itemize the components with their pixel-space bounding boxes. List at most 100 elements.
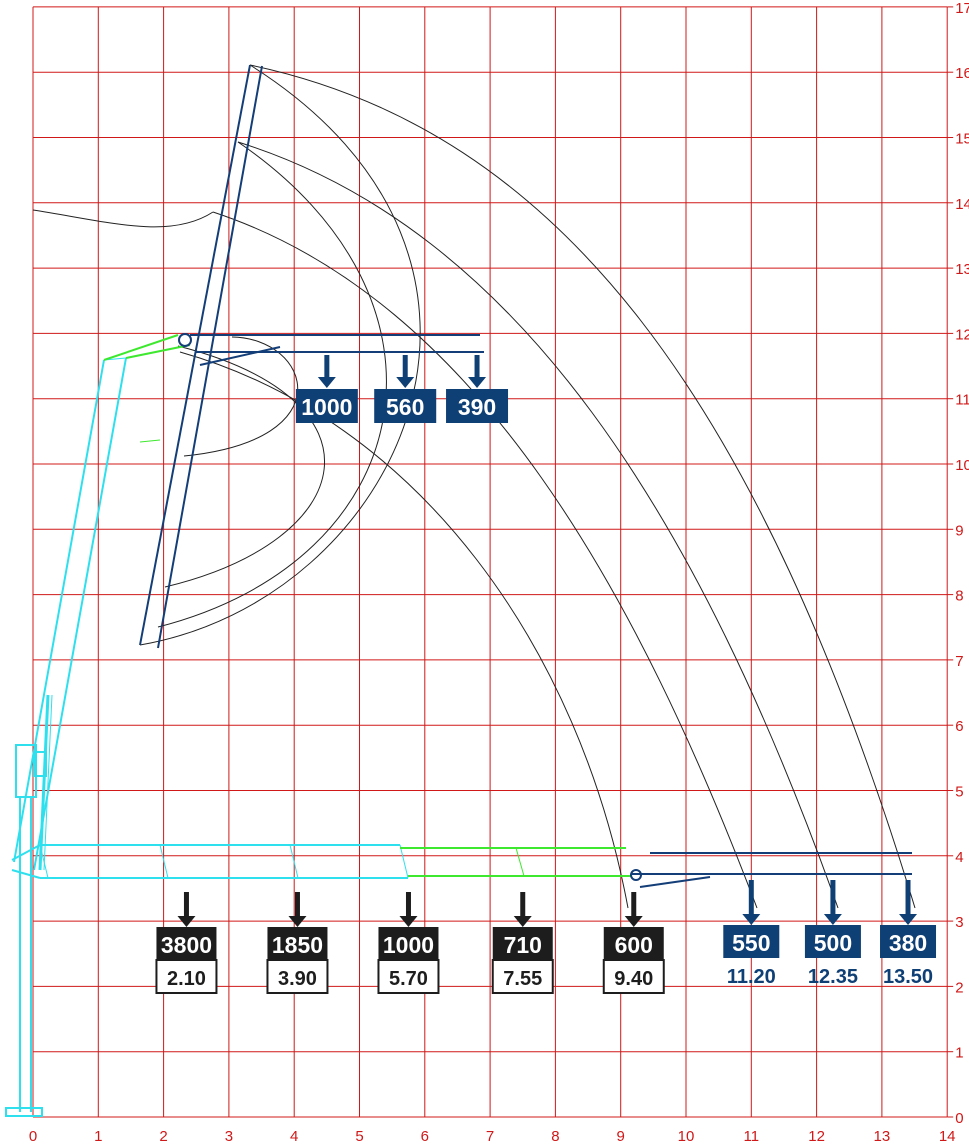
reach-value: 3.90 xyxy=(278,968,317,990)
y-tick-label: 7 xyxy=(955,653,963,670)
reach-arcs xyxy=(32,64,916,909)
crane-base xyxy=(5,1107,43,1117)
jib-load-value: 380 xyxy=(889,930,927,956)
jib-load-arrow-head xyxy=(899,914,918,925)
load-arrow-head xyxy=(399,916,418,927)
x-tick-label: 12 xyxy=(808,1128,825,1145)
x-tick-label: 13 xyxy=(874,1128,891,1145)
y-tick-label: 12 xyxy=(955,326,969,343)
raised-load-arrow-head xyxy=(317,377,336,388)
jib-load-arrow-head xyxy=(742,914,761,925)
y-tick-label: 17 xyxy=(955,0,969,17)
reach-value: 7.55 xyxy=(503,968,542,990)
load-arrow-head xyxy=(288,916,307,927)
load-value: 710 xyxy=(504,932,542,958)
reach-value: 2.10 xyxy=(167,968,206,990)
lift-cylinder xyxy=(38,694,50,871)
load-box xyxy=(267,927,328,960)
load-value: 3800 xyxy=(161,932,212,958)
jib-cylinder xyxy=(639,876,711,888)
jib-load-value: 550 xyxy=(732,930,770,956)
reach-arc xyxy=(139,64,421,646)
y-tick-label: 11 xyxy=(955,392,969,409)
upper-jib-pivot xyxy=(178,333,192,347)
y-tick-label: 0 xyxy=(955,1110,963,1127)
raised-load-arrow-head xyxy=(396,377,415,388)
boom-root xyxy=(11,844,41,861)
y-tick-label: 2 xyxy=(955,979,963,996)
raised-boom-right xyxy=(33,357,127,871)
raised-jib-right xyxy=(157,65,263,649)
boom-joint xyxy=(39,844,49,879)
reach-value: 5.70 xyxy=(389,968,428,990)
reach-value: 9.40 xyxy=(614,968,653,990)
x-tick-label: 3 xyxy=(225,1128,233,1145)
raised-load-box xyxy=(295,389,358,423)
y-tick-label: 6 xyxy=(955,718,963,735)
raised-boom-left xyxy=(13,359,105,863)
jib-load-box xyxy=(723,925,780,958)
reach-arc xyxy=(32,209,214,228)
reach-arc xyxy=(179,351,629,909)
load-value: 1000 xyxy=(383,932,434,958)
load-labels: 3800 2.10 1850 3.90 1000 5.70 710 7.55 600 9.40 55… xyxy=(155,355,937,994)
boom-root xyxy=(11,869,41,879)
x-tick-label: 6 xyxy=(421,1128,429,1145)
load-box xyxy=(378,927,439,960)
raised-ext-right xyxy=(125,344,191,359)
jib-pivot xyxy=(630,869,642,881)
reach-arc xyxy=(249,64,916,909)
x-tick-label: 4 xyxy=(290,1128,298,1145)
boom-joint xyxy=(159,844,169,879)
reach-box xyxy=(155,959,218,994)
load-value: 1850 xyxy=(272,932,323,958)
raised-load-box xyxy=(374,389,437,423)
raised-ext-left xyxy=(103,334,179,361)
load-box xyxy=(603,927,664,960)
reach-arc xyxy=(164,345,325,588)
raised-ext-joint xyxy=(139,439,161,443)
raised-load-box xyxy=(446,389,509,423)
x-tick-label: 14 xyxy=(939,1128,956,1145)
reach-box xyxy=(602,959,665,994)
y-tick-label: 5 xyxy=(955,784,963,801)
upper-jib-cylinder xyxy=(199,346,281,366)
raised-load-value: 390 xyxy=(458,394,496,420)
y-tick-label: 4 xyxy=(955,849,963,866)
boom-joint xyxy=(289,844,299,879)
y-tick-label: 8 xyxy=(955,588,963,605)
raised-load-value: 560 xyxy=(386,394,424,420)
x-tick-label: 0 xyxy=(29,1128,37,1145)
x-tick-label: 9 xyxy=(617,1128,625,1145)
boom-joint xyxy=(399,844,409,879)
x-tick-label: 7 xyxy=(486,1128,494,1145)
reach-box xyxy=(491,959,554,994)
crane-structure xyxy=(5,64,912,1117)
y-tick-label: 13 xyxy=(955,261,969,278)
x-tick-label: 11 xyxy=(744,1128,760,1145)
lift-cylinder xyxy=(43,694,53,871)
load-arrow-head xyxy=(177,916,196,927)
extension-joint xyxy=(515,847,525,877)
reach-box xyxy=(377,959,440,994)
load-box xyxy=(156,927,217,960)
y-tick-label: 14 xyxy=(955,196,969,213)
jib-load-box xyxy=(804,925,861,958)
jib-reach-value: 12.35 xyxy=(808,966,858,988)
y-tick-label: 15 xyxy=(955,131,969,148)
raised-load-value: 1000 xyxy=(301,394,352,420)
raised-jib-left xyxy=(139,64,251,646)
x-tick-label: 1 xyxy=(94,1128,102,1145)
reach-box xyxy=(266,959,329,994)
reach-arc xyxy=(212,211,758,909)
load-arrow-head xyxy=(513,916,532,927)
y-tick-label: 16 xyxy=(955,65,969,82)
y-tick-label: 3 xyxy=(955,914,963,931)
load-box xyxy=(492,927,553,960)
x-tick-label: 10 xyxy=(678,1128,695,1145)
jib-load-value: 500 xyxy=(814,930,852,956)
y-tick-label: 1 xyxy=(955,1045,963,1062)
jib-load-box xyxy=(880,925,937,958)
x-tick-label: 2 xyxy=(159,1128,167,1145)
